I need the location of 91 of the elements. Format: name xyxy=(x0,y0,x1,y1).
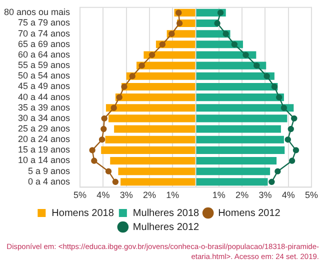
x-tick-label: 5% xyxy=(304,190,318,200)
point xyxy=(168,30,175,37)
y-tick-label: 50 a 54 anos xyxy=(18,70,71,81)
legend-label: Homens 2018 xyxy=(52,208,114,219)
x-tick-label: 2% xyxy=(142,190,156,200)
bar xyxy=(196,146,285,154)
y-tick-label: 25 a 29 anos xyxy=(18,124,71,134)
bar xyxy=(118,168,196,176)
point xyxy=(112,178,119,186)
x-tick-label: 2% xyxy=(236,190,249,200)
bar xyxy=(106,104,196,112)
point xyxy=(214,20,220,26)
point xyxy=(291,115,298,122)
y-tick-label: 10 a 14 anos xyxy=(18,155,71,166)
x-tick-label: 5% xyxy=(74,190,87,200)
y-tick-label: 5 a 9 anos xyxy=(28,166,71,176)
point xyxy=(110,104,117,111)
bar xyxy=(105,136,196,144)
y-tick-label: 0 a 4 anos xyxy=(28,176,71,186)
point xyxy=(271,84,278,90)
y-tick-label: 40 a 44 anos xyxy=(18,92,71,102)
point xyxy=(176,20,183,26)
y-tick-label: 55 a 59 anos xyxy=(18,60,71,70)
x-tick-label: 3% xyxy=(120,190,133,200)
y-tick-label: 30 a 34 anos xyxy=(18,112,71,123)
point xyxy=(280,104,288,111)
point xyxy=(129,73,136,80)
bar xyxy=(110,156,196,165)
bar xyxy=(196,168,270,176)
point xyxy=(89,147,96,154)
bar xyxy=(196,94,284,102)
point xyxy=(101,115,108,122)
point xyxy=(254,62,260,69)
point xyxy=(159,41,166,48)
y-tick-label: 45 a 49 anos xyxy=(18,81,71,92)
bar xyxy=(108,114,196,122)
y-tick-label: 15 a 19 anos xyxy=(18,144,71,155)
legend-label: Mulheres 2012 xyxy=(132,222,200,233)
x-tick-label: 4% xyxy=(282,190,295,200)
point xyxy=(268,178,275,186)
point xyxy=(138,62,145,69)
x-tick-label: 3% xyxy=(258,190,272,200)
bar xyxy=(196,114,288,122)
point xyxy=(121,84,128,90)
point xyxy=(148,52,156,58)
bar xyxy=(196,62,266,70)
bar xyxy=(114,125,196,133)
bar xyxy=(121,82,196,90)
bar xyxy=(101,146,196,154)
point xyxy=(98,136,106,143)
x-tick-label: 1% xyxy=(212,190,226,200)
x-tick-label: 1% xyxy=(166,190,180,200)
bar xyxy=(196,125,281,133)
x-tick-label: 4% xyxy=(96,190,110,200)
y-tick-label: 65 a 69 anos xyxy=(18,38,71,49)
point xyxy=(274,168,281,174)
point xyxy=(222,30,229,37)
bar xyxy=(196,51,256,59)
bar xyxy=(144,51,196,59)
point xyxy=(231,41,238,48)
bar xyxy=(120,178,196,186)
bar xyxy=(196,72,274,80)
point xyxy=(292,147,300,154)
legend-label: Homens 2012 xyxy=(218,208,281,219)
point xyxy=(276,94,282,100)
bar xyxy=(126,72,196,80)
point xyxy=(284,136,291,143)
y-tick-label: 70 a 74 anos xyxy=(18,28,71,38)
legend-label: Mulheres 2018 xyxy=(132,208,200,219)
point xyxy=(105,168,112,174)
bar xyxy=(136,62,196,70)
point xyxy=(176,10,182,16)
bar xyxy=(196,178,268,186)
bar xyxy=(196,104,294,112)
bar xyxy=(115,94,196,102)
point xyxy=(91,158,98,164)
point xyxy=(288,126,294,132)
bar xyxy=(196,82,278,90)
bar xyxy=(196,156,277,165)
y-tick-label: 20 a 24 anos xyxy=(18,134,71,144)
y-tick-label: 35 a 39 anos xyxy=(18,102,71,112)
point xyxy=(217,10,224,16)
point xyxy=(116,94,122,100)
y-tick-label: 80 anos ou mais xyxy=(4,7,71,18)
bar xyxy=(196,136,284,144)
point xyxy=(264,73,270,80)
y-tick-label: 75 a 79 anos xyxy=(18,18,71,28)
point xyxy=(242,52,249,58)
point xyxy=(100,126,107,132)
point xyxy=(288,158,296,164)
y-tick-label: 60 a 64 anos xyxy=(18,49,71,60)
